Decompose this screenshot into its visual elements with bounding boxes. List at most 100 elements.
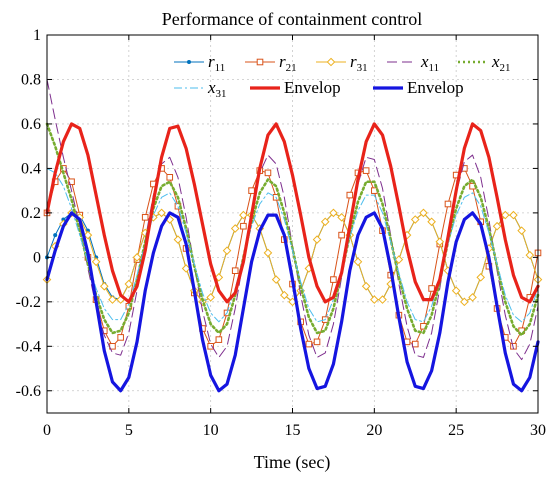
data-point: [444, 200, 452, 208]
data-point: [320, 217, 330, 227]
legend-label: x21: [491, 52, 511, 74]
x-tick-label: 20: [366, 422, 382, 439]
legend-entry: x11: [387, 52, 439, 74]
data-point: [338, 231, 345, 239]
series-7: [45, 211, 540, 393]
legend-label-name: r: [208, 52, 215, 71]
data-point: [91, 257, 101, 267]
data-point: [362, 167, 370, 174]
legend-label-subscript: 31: [357, 62, 368, 74]
data-point: [361, 281, 371, 291]
legend-label-subscript: 11: [429, 62, 440, 74]
data-point: [271, 275, 281, 284]
series-line: [45, 122, 540, 304]
y-tick-label: -0.2: [16, 294, 41, 311]
data-point: [419, 208, 428, 218]
legend-marker: [187, 60, 191, 64]
y-tick-label: -0.6: [16, 383, 41, 400]
x-tick-label: 10: [203, 422, 219, 439]
data-point: [230, 224, 240, 233]
data-point: [329, 208, 338, 218]
data-point: [313, 338, 321, 346]
data-point: [280, 290, 289, 300]
data-point: [141, 214, 149, 221]
y-tick-label: 0.4: [21, 160, 41, 177]
series-4: [45, 122, 540, 337]
data-point: [394, 255, 404, 264]
data-point: [509, 210, 518, 220]
data-point: [108, 295, 117, 304]
data-point: [173, 235, 183, 244]
data-point: [500, 210, 510, 220]
data-point: [330, 276, 337, 283]
data-point: [214, 273, 224, 282]
y-tick-label: -0.4: [16, 338, 41, 355]
legend-label: x31: [207, 78, 227, 100]
data-point: [117, 334, 124, 341]
legend-entry: r11: [174, 52, 225, 74]
data-point: [215, 336, 223, 343]
ticks: [46, 34, 539, 413]
data-point: [378, 295, 387, 304]
data-point: [240, 222, 247, 230]
legend-marker: [326, 57, 336, 67]
data-point: [468, 293, 477, 302]
y-tick-label: 0.2: [21, 205, 41, 222]
data-point: [264, 169, 272, 177]
data-point: [411, 340, 419, 348]
legend-entry: Envelop: [373, 78, 464, 97]
legend-label-subscript: 21: [500, 62, 511, 74]
series-6: [45, 122, 540, 304]
y-tick-label: 0: [33, 249, 41, 266]
data-point: [239, 210, 248, 220]
legend-label-subscript: 11: [215, 62, 226, 74]
data-point: [132, 253, 142, 262]
x-tick-label: 0: [43, 422, 51, 439]
data-point: [525, 250, 535, 260]
series-line: [46, 167, 539, 323]
data-point: [248, 187, 255, 194]
data-point: [157, 208, 166, 218]
series-line: [45, 211, 540, 393]
y-tick-label: 0.8: [21, 71, 41, 88]
legend-label-name: r: [279, 52, 286, 71]
series-layer: [42, 78, 543, 393]
series-line: [45, 122, 540, 337]
data-point: [451, 286, 461, 296]
data-point: [428, 285, 435, 292]
data-point: [460, 297, 469, 307]
data-point: [410, 215, 420, 224]
data-point: [83, 230, 93, 240]
x-tick-label: 25: [448, 422, 464, 439]
data-point: [346, 191, 354, 199]
legend-entry: r21: [245, 52, 297, 74]
x-axis-title: Time (sec): [254, 452, 331, 473]
data-point: [492, 221, 502, 231]
legend-label: r31: [350, 52, 368, 74]
legend-label: Envelop: [407, 78, 464, 97]
data-point: [206, 293, 215, 302]
data-point: [68, 178, 75, 186]
data-point: [435, 237, 445, 247]
data-point: [181, 264, 191, 273]
data-point: [305, 340, 313, 348]
data-point: [353, 257, 363, 267]
legend-marker: [256, 58, 264, 66]
legend-label-name: x: [420, 52, 429, 71]
data-point: [222, 246, 232, 255]
data-point: [476, 273, 486, 282]
legend-label: x11: [420, 52, 439, 74]
chart-title: Performance of containment control: [162, 9, 422, 29]
legend-label: r11: [208, 52, 225, 74]
data-point: [312, 235, 322, 244]
data-point: [124, 279, 134, 289]
y-tick-label: 1: [33, 27, 41, 44]
x-tick-label: 30: [530, 422, 546, 439]
legend-label-name: r: [350, 52, 357, 71]
legend-label-name: x: [491, 52, 500, 71]
data-point: [517, 226, 526, 235]
data-point: [61, 217, 66, 222]
data-point: [337, 213, 346, 222]
legend-entry: x31: [174, 78, 227, 100]
